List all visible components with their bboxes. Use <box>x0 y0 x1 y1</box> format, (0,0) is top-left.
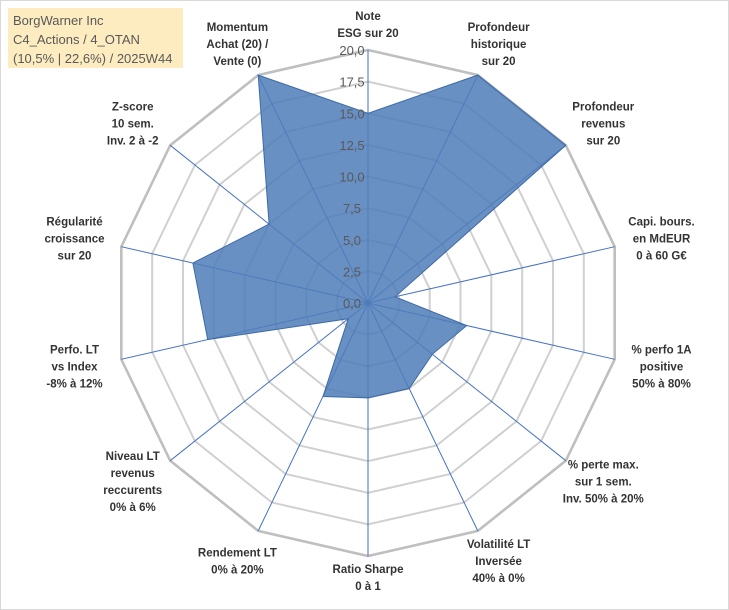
tick-label: 2,5 <box>343 264 361 279</box>
tick-label: 20,0 <box>339 43 364 58</box>
series-area <box>192 74 567 399</box>
tick-label: 12,5 <box>339 138 364 153</box>
axis-label: Note ESG sur 20 <box>337 11 398 40</box>
tick-label: 5,0 <box>343 233 361 248</box>
info-category: C4_Actions / 4_OTAN <box>13 32 140 47</box>
info-stats: (10,5% | 22,6%) / 2025W44 <box>13 51 173 66</box>
info-box: BorgWarner Inc C4_Actions / 4_OTAN (10,5… <box>8 8 183 68</box>
radar-series <box>192 74 567 399</box>
tick-label: 10,0 <box>339 170 364 185</box>
axis-spoke <box>169 302 369 462</box>
axis-label: Niveau LT revenus reccurents 0% à 6% <box>103 451 162 514</box>
axis-label: Perfo. LT vs Index -8% à 12% <box>46 344 102 390</box>
radar-tick-labels: 0,0 2,5 5,0 7,5 10,0 12,5 15,0 17,5 20,0 <box>339 43 364 311</box>
tick-label: 17,5 <box>339 75 364 90</box>
axis-label: Rendement LT 0% à 20% <box>198 548 277 577</box>
axis-label: Momentum Achat (20) / Vente (0) <box>206 22 269 68</box>
axis-label: Capi. bours. en MdEUR 0 à 60 G€ <box>628 217 694 263</box>
axis-label: % perfo 1A positive 50% à 80% <box>631 344 691 390</box>
axis-label: Profondeur historique sur 20 <box>468 22 530 68</box>
axis-label: Volatilité LT Inversée 40% à 0% <box>467 539 530 585</box>
tick-label: 0,0 <box>343 296 361 311</box>
axis-spoke <box>367 246 615 304</box>
info-company: BorgWarner Inc <box>13 13 104 28</box>
axis-label: Régularité croissance sur 20 <box>44 217 104 263</box>
axis-label: % perte max. sur 1 sem. Inv. 50% à 20% <box>563 459 644 505</box>
axis-label: Z-score 10 sem. Inv. 2 à -2 <box>107 102 159 148</box>
radar-axis-labels: Note ESG sur 20 Profondeur historique sur 20… <box>44 11 694 593</box>
tick-label: 7,5 <box>343 201 361 216</box>
axis-label: Profondeur revenus sur 20 <box>572 102 634 148</box>
tick-label: 15,0 <box>339 106 364 121</box>
axis-label: Ratio Sharpe 0 à 1 <box>333 564 404 593</box>
